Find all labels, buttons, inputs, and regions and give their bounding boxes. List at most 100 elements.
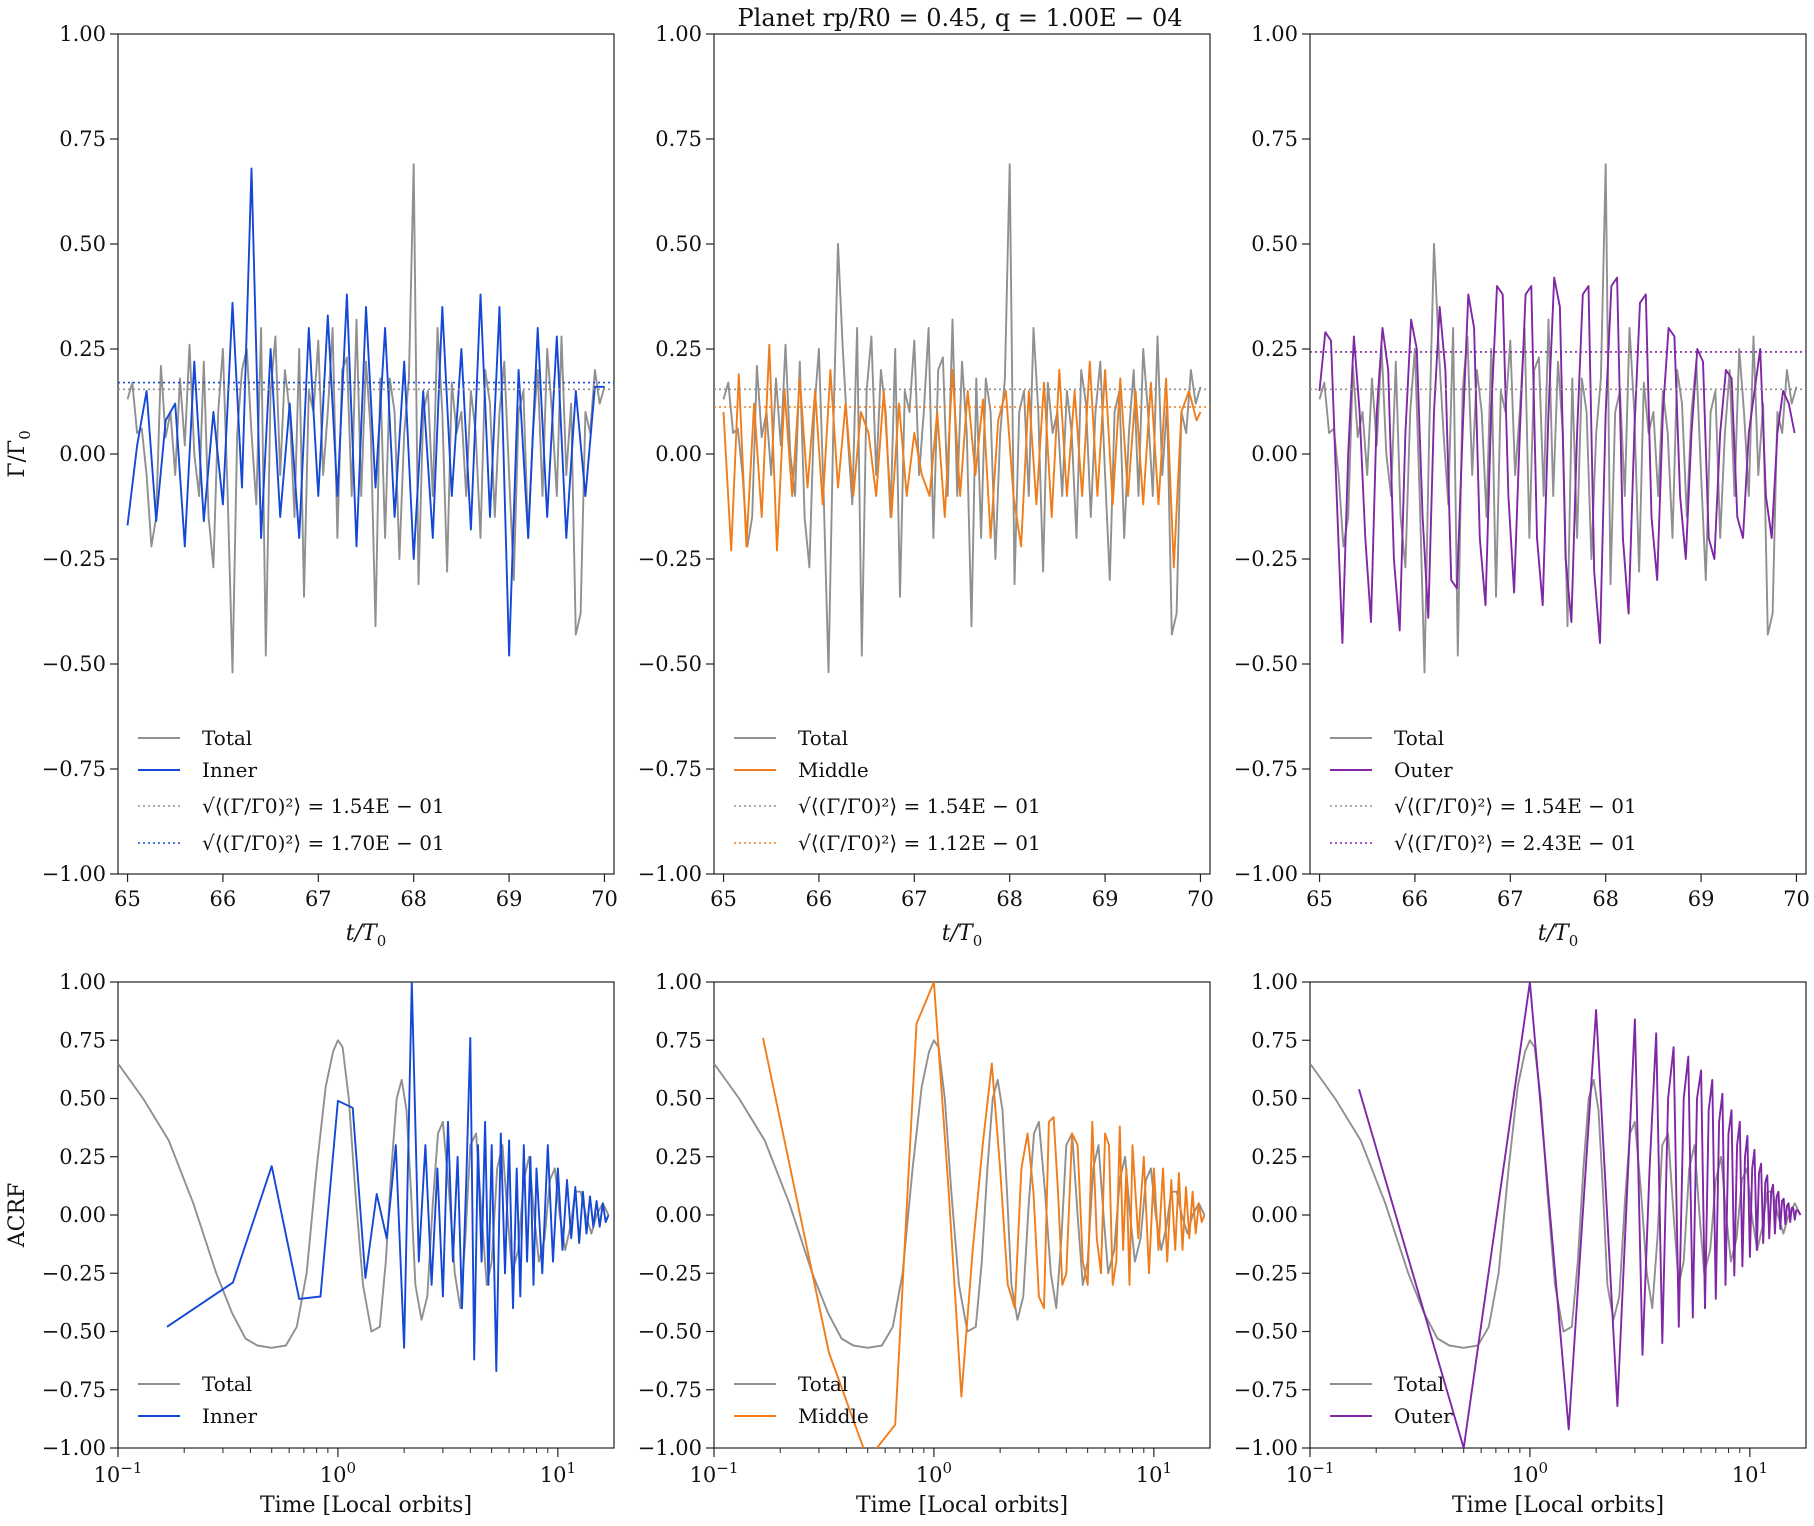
series-line-total [714, 1039, 1206, 1349]
panels: −1.00 −0.75 −0.50 −0.25 0.00 0.25 0.50 0.75 1.00… [5, 22, 1810, 1518]
y-axis-label: ACRF [5, 1183, 30, 1249]
y-tick-label: 1.00 [655, 970, 702, 994]
y-tick-label: −0.75 [638, 757, 702, 781]
legend: Total Middle √⟨(Γ/Γ0)²⟩ = 1.54E − 01 √⟨(Γ/Γ… [734, 726, 1041, 855]
y-tick-label: 0.50 [1251, 1087, 1298, 1111]
y-tick-label: −0.50 [1234, 1320, 1298, 1344]
panel-top-outer: −1.00 −0.75 −0.50 −0.25 0.00 0.25 0.50 0.75 1.00… [1234, 22, 1810, 950]
legend-label: Total [202, 1372, 252, 1396]
legend-label: Total [1394, 726, 1444, 750]
x-tick-label: 69 [496, 887, 523, 911]
y-tick-label: −0.25 [1234, 547, 1298, 571]
x-tick-label: 65 [1306, 887, 1333, 911]
x-tick-label: 100 [1512, 1459, 1548, 1487]
legend: Total Outer [1330, 1372, 1453, 1428]
x-tick-label: 100 [320, 1459, 356, 1487]
y-tick-label: −0.50 [42, 652, 106, 676]
legend-label: Total [798, 726, 848, 750]
series-line-outer [1358, 982, 1802, 1448]
x-tick-label: 68 [1592, 887, 1619, 911]
y-tick-label: 0.25 [59, 337, 106, 361]
y-tick-label: 1.00 [59, 970, 106, 994]
panel-bottom-outer: −1.00 −0.75 −0.50 −0.25 0.00 0.25 0.50 0.75 1.00… [1234, 970, 1807, 1518]
x-axis-label: Time [Local orbits] [260, 1493, 472, 1518]
y-tick-label: 0.00 [1251, 442, 1298, 466]
y-tick-label: −1.00 [638, 1436, 702, 1460]
y-tick-label: −0.50 [638, 652, 702, 676]
panel-top-inner: −1.00 −0.75 −0.50 −0.25 0.00 0.25 0.50 0.75 1.00… [5, 22, 618, 950]
y-tick-label: −0.75 [638, 1378, 702, 1402]
y-tick-label: −1.00 [638, 862, 702, 886]
series-line-outer [1318, 276, 1796, 644]
y-axis-label: Γ/Γ0 [5, 430, 34, 478]
series-line-total [722, 163, 1202, 674]
y-tick-label: −0.50 [42, 1320, 106, 1344]
y-tick-label: 0.50 [1251, 232, 1298, 256]
y-tick-label: −0.50 [1234, 652, 1298, 676]
y-tick-label: 1.00 [1251, 22, 1298, 46]
series-group [714, 163, 1210, 674]
y-tick-label: 0.00 [655, 442, 702, 466]
legend: Total Outer √⟨(Γ/Γ0)²⟩ = 1.54E − 01 √⟨(Γ/Γ0… [1330, 726, 1637, 855]
x-tick-label: 69 [1688, 887, 1715, 911]
series-group [118, 163, 614, 674]
y-tick-label: −0.25 [42, 547, 106, 571]
x-tick-label: 101 [1136, 1459, 1172, 1487]
x-tick-label: 101 [540, 1459, 576, 1487]
y-tick-label: 0.25 [655, 337, 702, 361]
x-tick-label: 70 [1187, 887, 1214, 911]
series-line-total [118, 1039, 610, 1349]
legend-label: Total [1394, 1372, 1444, 1396]
x-tick-label: 66 [806, 887, 833, 911]
y-tick-label: −0.25 [1234, 1261, 1298, 1285]
y-tick-label: 0.75 [1251, 127, 1298, 151]
x-tick-label: 65 [710, 887, 737, 911]
y-tick-label: 0.75 [59, 127, 106, 151]
x-tick-label: 68 [996, 887, 1023, 911]
y-tick-label: 0.25 [1251, 337, 1298, 361]
x-tick-label: 101 [1732, 1459, 1768, 1487]
y-tick-label: −0.75 [42, 757, 106, 781]
x-tick-label: 10−1 [1286, 1459, 1335, 1487]
y-tick-label: −0.50 [638, 1320, 702, 1344]
series-line-middle [762, 982, 1206, 1448]
series-line-total [126, 163, 606, 674]
x-axis-label: t/T0 [346, 921, 386, 950]
series-group [714, 982, 1206, 1448]
y-tick-label: 1.00 [655, 22, 702, 46]
series-line-inner [126, 167, 605, 657]
series-line-middle [722, 343, 1202, 569]
legend-label: √⟨(Γ/Γ0)²⟩ = 1.54E − 01 [1394, 794, 1637, 818]
y-tick-label: −1.00 [1234, 862, 1298, 886]
x-tick-label: 66 [1402, 887, 1429, 911]
x-tick-label: 67 [1497, 887, 1524, 911]
legend-label: √⟨(Γ/Γ0)²⟩ = 1.54E − 01 [202, 794, 445, 818]
x-tick-label: 70 [591, 887, 618, 911]
y-tick-label: 0.50 [59, 1087, 106, 1111]
y-tick-label: 0.75 [655, 127, 702, 151]
legend-label: Outer [1394, 758, 1453, 782]
axes-frame [1309, 981, 1807, 1449]
series-line-inner [166, 982, 610, 1373]
legend-label: Outer [1394, 1404, 1453, 1428]
legend-label: Total [798, 1372, 848, 1396]
x-tick-label: 100 [916, 1459, 952, 1487]
y-tick-label: 0.25 [655, 1145, 702, 1169]
legend-label: Middle [798, 1404, 869, 1428]
legend-label: Inner [202, 758, 257, 782]
y-tick-label: −0.25 [42, 1261, 106, 1285]
y-tick-label: 1.00 [59, 22, 106, 46]
series-line-total [1318, 163, 1798, 674]
x-tick-label: 69 [1092, 887, 1119, 911]
y-tick-label: 0.75 [59, 1028, 106, 1052]
legend-label: Total [202, 726, 252, 750]
figure-title: Planet rp/R0 = 0.45, q = 1.00E − 04 [738, 4, 1183, 32]
legend-label: √⟨(Γ/Γ0)²⟩ = 1.12E − 01 [798, 831, 1041, 855]
x-tick-label: 67 [901, 887, 928, 911]
legend: Total Middle [734, 1372, 869, 1428]
y-tick-label: 0.50 [59, 232, 106, 256]
y-tick-label: 0.00 [1251, 1203, 1298, 1227]
x-tick-label: 68 [400, 887, 427, 911]
x-tick-label: 10−1 [690, 1459, 739, 1487]
